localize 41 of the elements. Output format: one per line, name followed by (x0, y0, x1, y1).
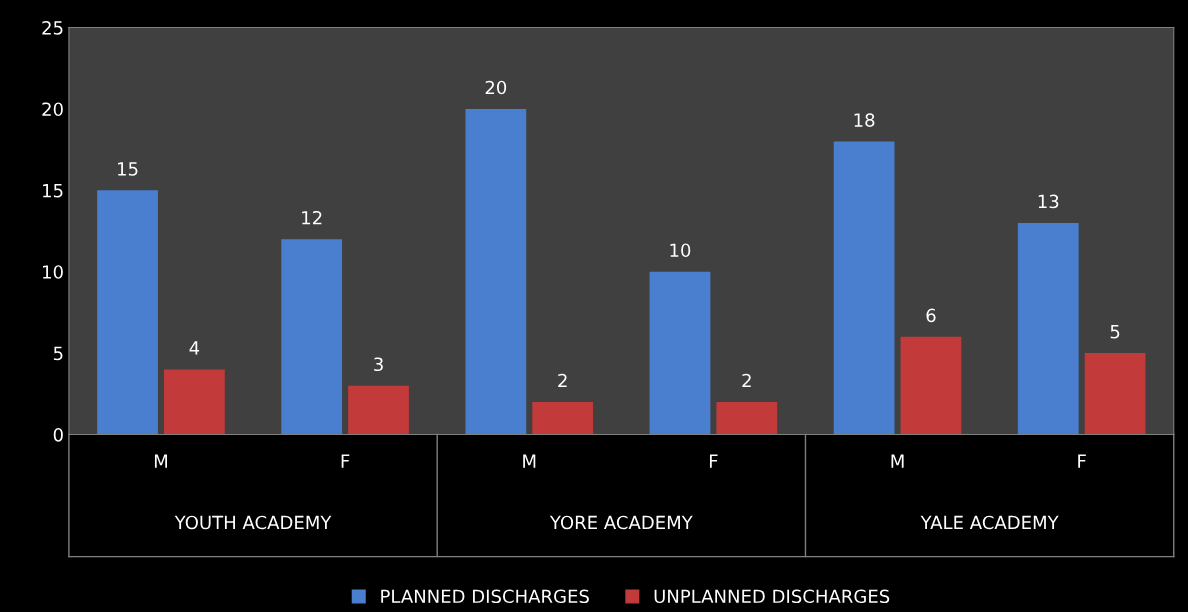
data-label: 10 (670, 243, 691, 258)
bar (97, 190, 158, 435)
x-tick-label: F (1078, 454, 1086, 468)
bar (1017, 222, 1079, 435)
bar (716, 401, 778, 435)
bar (348, 385, 409, 435)
x-tick-label: F (341, 454, 350, 468)
data-label: 4 (189, 341, 200, 355)
data-label: 13 (1038, 194, 1059, 209)
legend-label: UNPLANNED DISCHARGES (654, 589, 890, 604)
bar (465, 108, 527, 435)
data-label: 5 (1110, 325, 1120, 339)
x-tick-label: M (891, 454, 904, 468)
y-tick-label: 20 (42, 102, 63, 117)
text: YALE ACADEMY (920, 515, 1059, 530)
bar (833, 141, 895, 435)
data-label: 2 (742, 373, 751, 388)
y-tick-label: 10 (43, 265, 63, 279)
bar (281, 239, 343, 435)
x-tick-label: M (523, 454, 536, 468)
y-tick-label: 15 (43, 184, 63, 198)
data-label: 6 (926, 308, 936, 323)
bar (649, 271, 711, 435)
bar (164, 369, 225, 435)
x-tick-label: F (709, 454, 718, 468)
bar (1084, 353, 1146, 435)
y-tick-label: 25 (42, 21, 63, 35)
y-tick-label: 5 (53, 346, 63, 361)
legend-label: PLANNED DISCHARGES (381, 589, 589, 604)
data-label: 3 (374, 357, 383, 372)
data-label: 15 (118, 162, 138, 176)
data-label: 18 (854, 113, 875, 127)
data-label: 2 (558, 373, 567, 388)
bar (532, 401, 594, 435)
data-label: 20 (485, 80, 507, 95)
bar (900, 336, 962, 435)
text: YORE ACADEMY (549, 515, 693, 530)
data-label: 12 (302, 210, 322, 225)
x-tick-label: M (154, 454, 167, 468)
y-tick-label: 0 (53, 427, 63, 442)
text: YOUTH ACADEMY (174, 515, 332, 530)
